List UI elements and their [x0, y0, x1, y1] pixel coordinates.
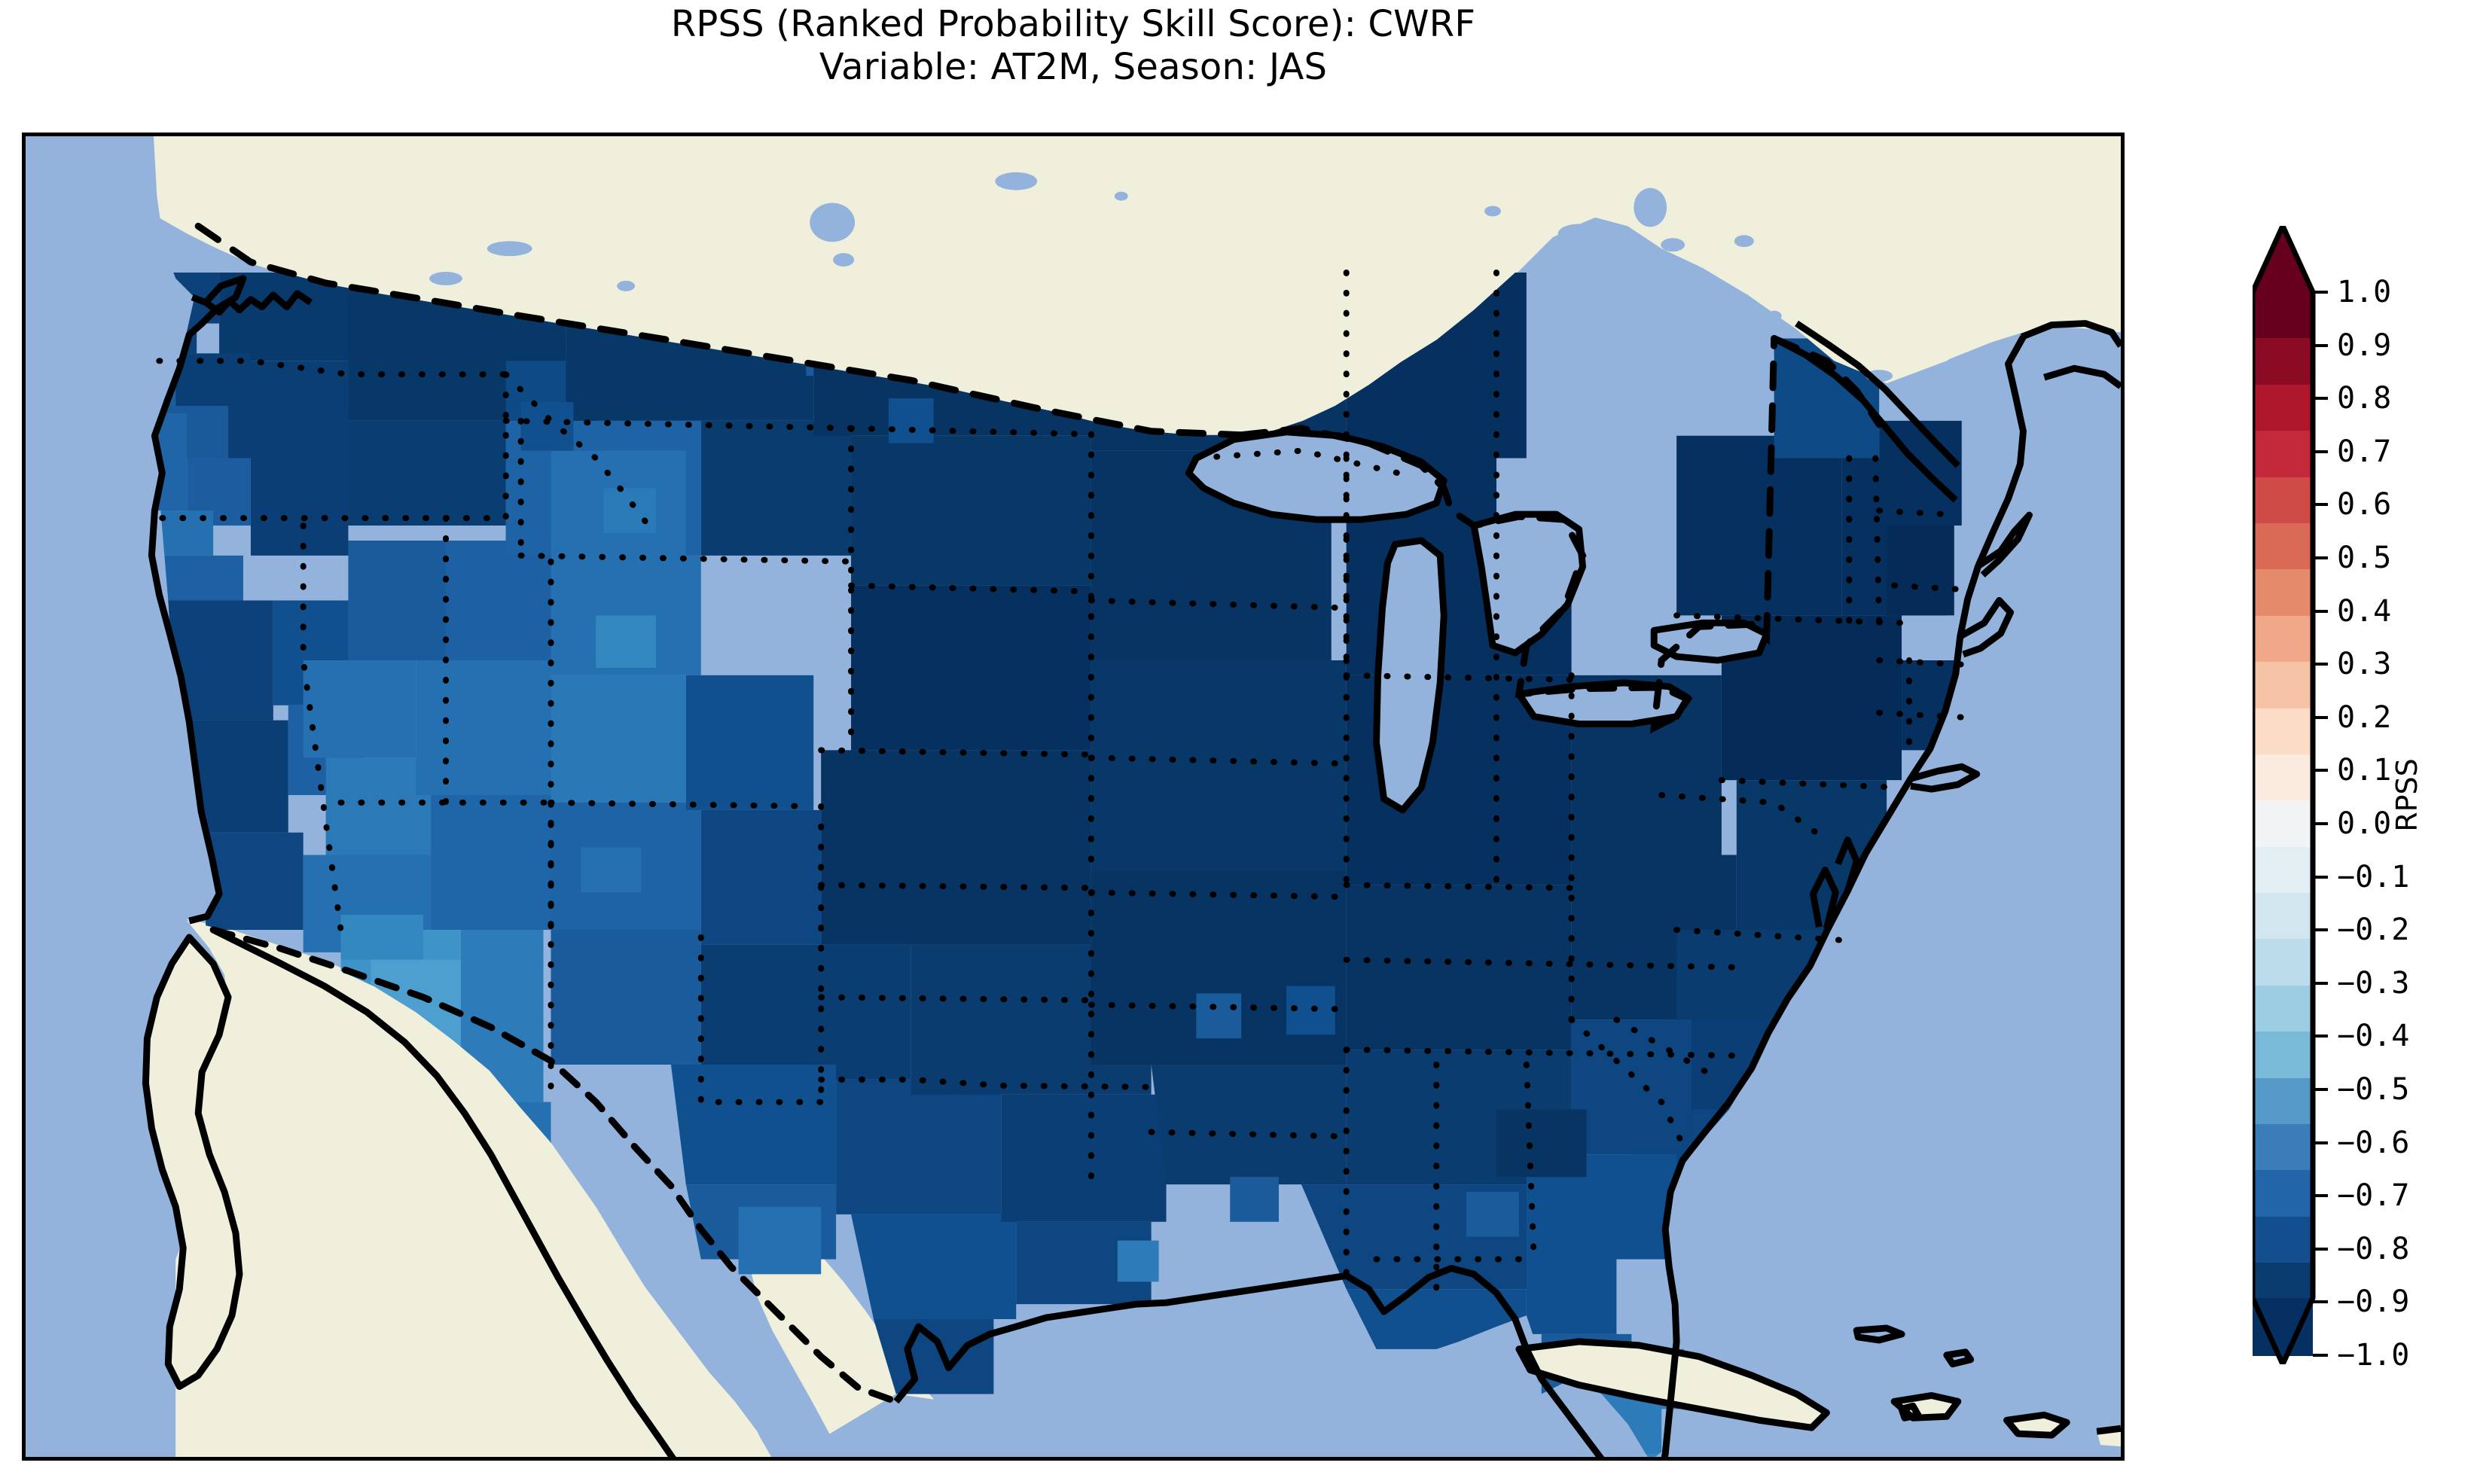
colorbar-axis-label: RPSS [2390, 758, 2424, 832]
colorbar-segment [2253, 1170, 2313, 1217]
colorbar-tick-label: −1.0 [2337, 1338, 2410, 1373]
colorbar-tick-label: −0.6 [2337, 1125, 2410, 1160]
colorbar-tick-label: 0.1 [2337, 753, 2392, 788]
baja-mask [145, 937, 239, 1387]
colorbar-segment [2253, 1263, 2313, 1310]
colorbar-tick-mark [2313, 556, 2328, 559]
colorbar-tick-label: −0.3 [2337, 965, 2410, 1001]
colorbar-tick-mark [2313, 291, 2328, 294]
mexico-mask [166, 921, 772, 1457]
colorbar-tick-mark [2313, 1088, 2328, 1091]
pacific-ocean-mask [26, 136, 218, 1457]
gulf-of-mexico-mask [782, 1315, 1542, 1457]
colorbar-segment [2253, 846, 2313, 894]
colorbar-tick-label: 0.3 [2337, 647, 2392, 682]
colorbar-tick-mark [2313, 663, 2328, 666]
colorbar-tick-mark [2313, 343, 2328, 347]
colorbar-tick-mark [2313, 875, 2328, 879]
colorbar-tick-mark [2313, 609, 2328, 613]
map-plot-area [22, 133, 2125, 1461]
colorbar-tick-mark [2313, 1194, 2328, 1198]
colorbar-extend-top-arrow [2253, 226, 2313, 292]
colorbar-tick-label: −0.5 [2337, 1072, 2410, 1107]
colorbar-tick-label: −0.7 [2337, 1178, 2410, 1214]
colorbar-tick-mark [2313, 981, 2328, 985]
colorbar-tick-label: 0.2 [2337, 699, 2392, 735]
colorbar-tick-mark [2313, 1141, 2328, 1144]
colorbar-tick-label: −0.8 [2337, 1231, 2410, 1266]
colorbar-tick-mark [2313, 503, 2328, 507]
colorbar-segment [2253, 1124, 2313, 1172]
coastlines [142, 275, 2121, 1457]
great-lakes-overlay [429, 172, 1893, 810]
colorbar-segment [2253, 800, 2313, 848]
colorbar-segment [2253, 939, 2313, 986]
colorbar-segment [2253, 569, 2313, 617]
colorbar-tick-label: 1.0 [2337, 275, 2392, 309]
colorbar-tick-label: 0.0 [2337, 806, 2392, 841]
colorbar-segment [2253, 985, 2313, 1032]
colorbar-tick-mark [2313, 1035, 2328, 1038]
colorbar-gradient-body [2253, 292, 2313, 1356]
colorbar-tick-label: −0.9 [2337, 1284, 2410, 1320]
colorbar-tick-mark [2313, 769, 2328, 772]
map-svg [26, 136, 2121, 1457]
colorbar-tick-label: −0.2 [2337, 913, 2410, 948]
colorbar-segment [2253, 662, 2313, 709]
colorbar-segment [2253, 1031, 2313, 1079]
colorbar-segment [2253, 338, 2313, 385]
colorbar-segment [2253, 893, 2313, 940]
colorbar-segment [2253, 384, 2313, 431]
colorbar-tick-label: 0.5 [2337, 541, 2392, 575]
colorbar-segment [2253, 523, 2313, 570]
colorbar-segment [2253, 292, 2313, 339]
colorbar-tick-label: 0.6 [2337, 487, 2392, 523]
colorbar-tick-mark [2313, 715, 2328, 719]
colorbar-tick-label: −0.4 [2337, 1019, 2410, 1054]
colorbar-segment [2253, 477, 2313, 524]
colorbar-tick-label: 0.8 [2337, 381, 2392, 416]
colorbar-tick-mark [2313, 397, 2328, 401]
colorbar-segment [2253, 754, 2313, 801]
colorbar: 1.0 0.9 0.8 0.7 0.6 0.5 0.4 0.3 0.2 0.1 0.0 −0.1 −0.… [2253, 226, 2471, 1373]
title-line-primary: RPSS (Ranked Probability Skill Score): C… [670, 3, 1476, 45]
title-line-secondary: Variable: AT2M, Season: JAS [819, 45, 1328, 88]
colorbar-tick-label: −0.1 [2337, 859, 2410, 894]
colorbar-segment [2253, 1077, 2313, 1125]
colorbar-tick-mark [2313, 822, 2328, 825]
colorbar-tick-label: 0.9 [2337, 328, 2392, 363]
colorbar-tick-mark [2313, 1300, 2328, 1304]
colorbar-tick-label: 0.4 [2337, 593, 2392, 629]
colorbar-segment [2253, 1216, 2313, 1263]
colorbar-segment [2253, 615, 2313, 663]
colorbar-segment [2253, 1309, 2313, 1356]
colorbar-tick-mark [2313, 928, 2328, 932]
colorbar-tick-mark [2313, 1354, 2328, 1357]
colorbar-segment [2253, 708, 2313, 755]
colorbar-segment [2253, 431, 2313, 478]
figure-title: RPSS (Ranked Probability Skill Score): C… [0, 3, 2146, 88]
colorbar-tick-mark [2313, 449, 2328, 453]
colorbar-tick-mark [2313, 1247, 2328, 1251]
colorbar-tick-label: 0.7 [2337, 434, 2392, 469]
